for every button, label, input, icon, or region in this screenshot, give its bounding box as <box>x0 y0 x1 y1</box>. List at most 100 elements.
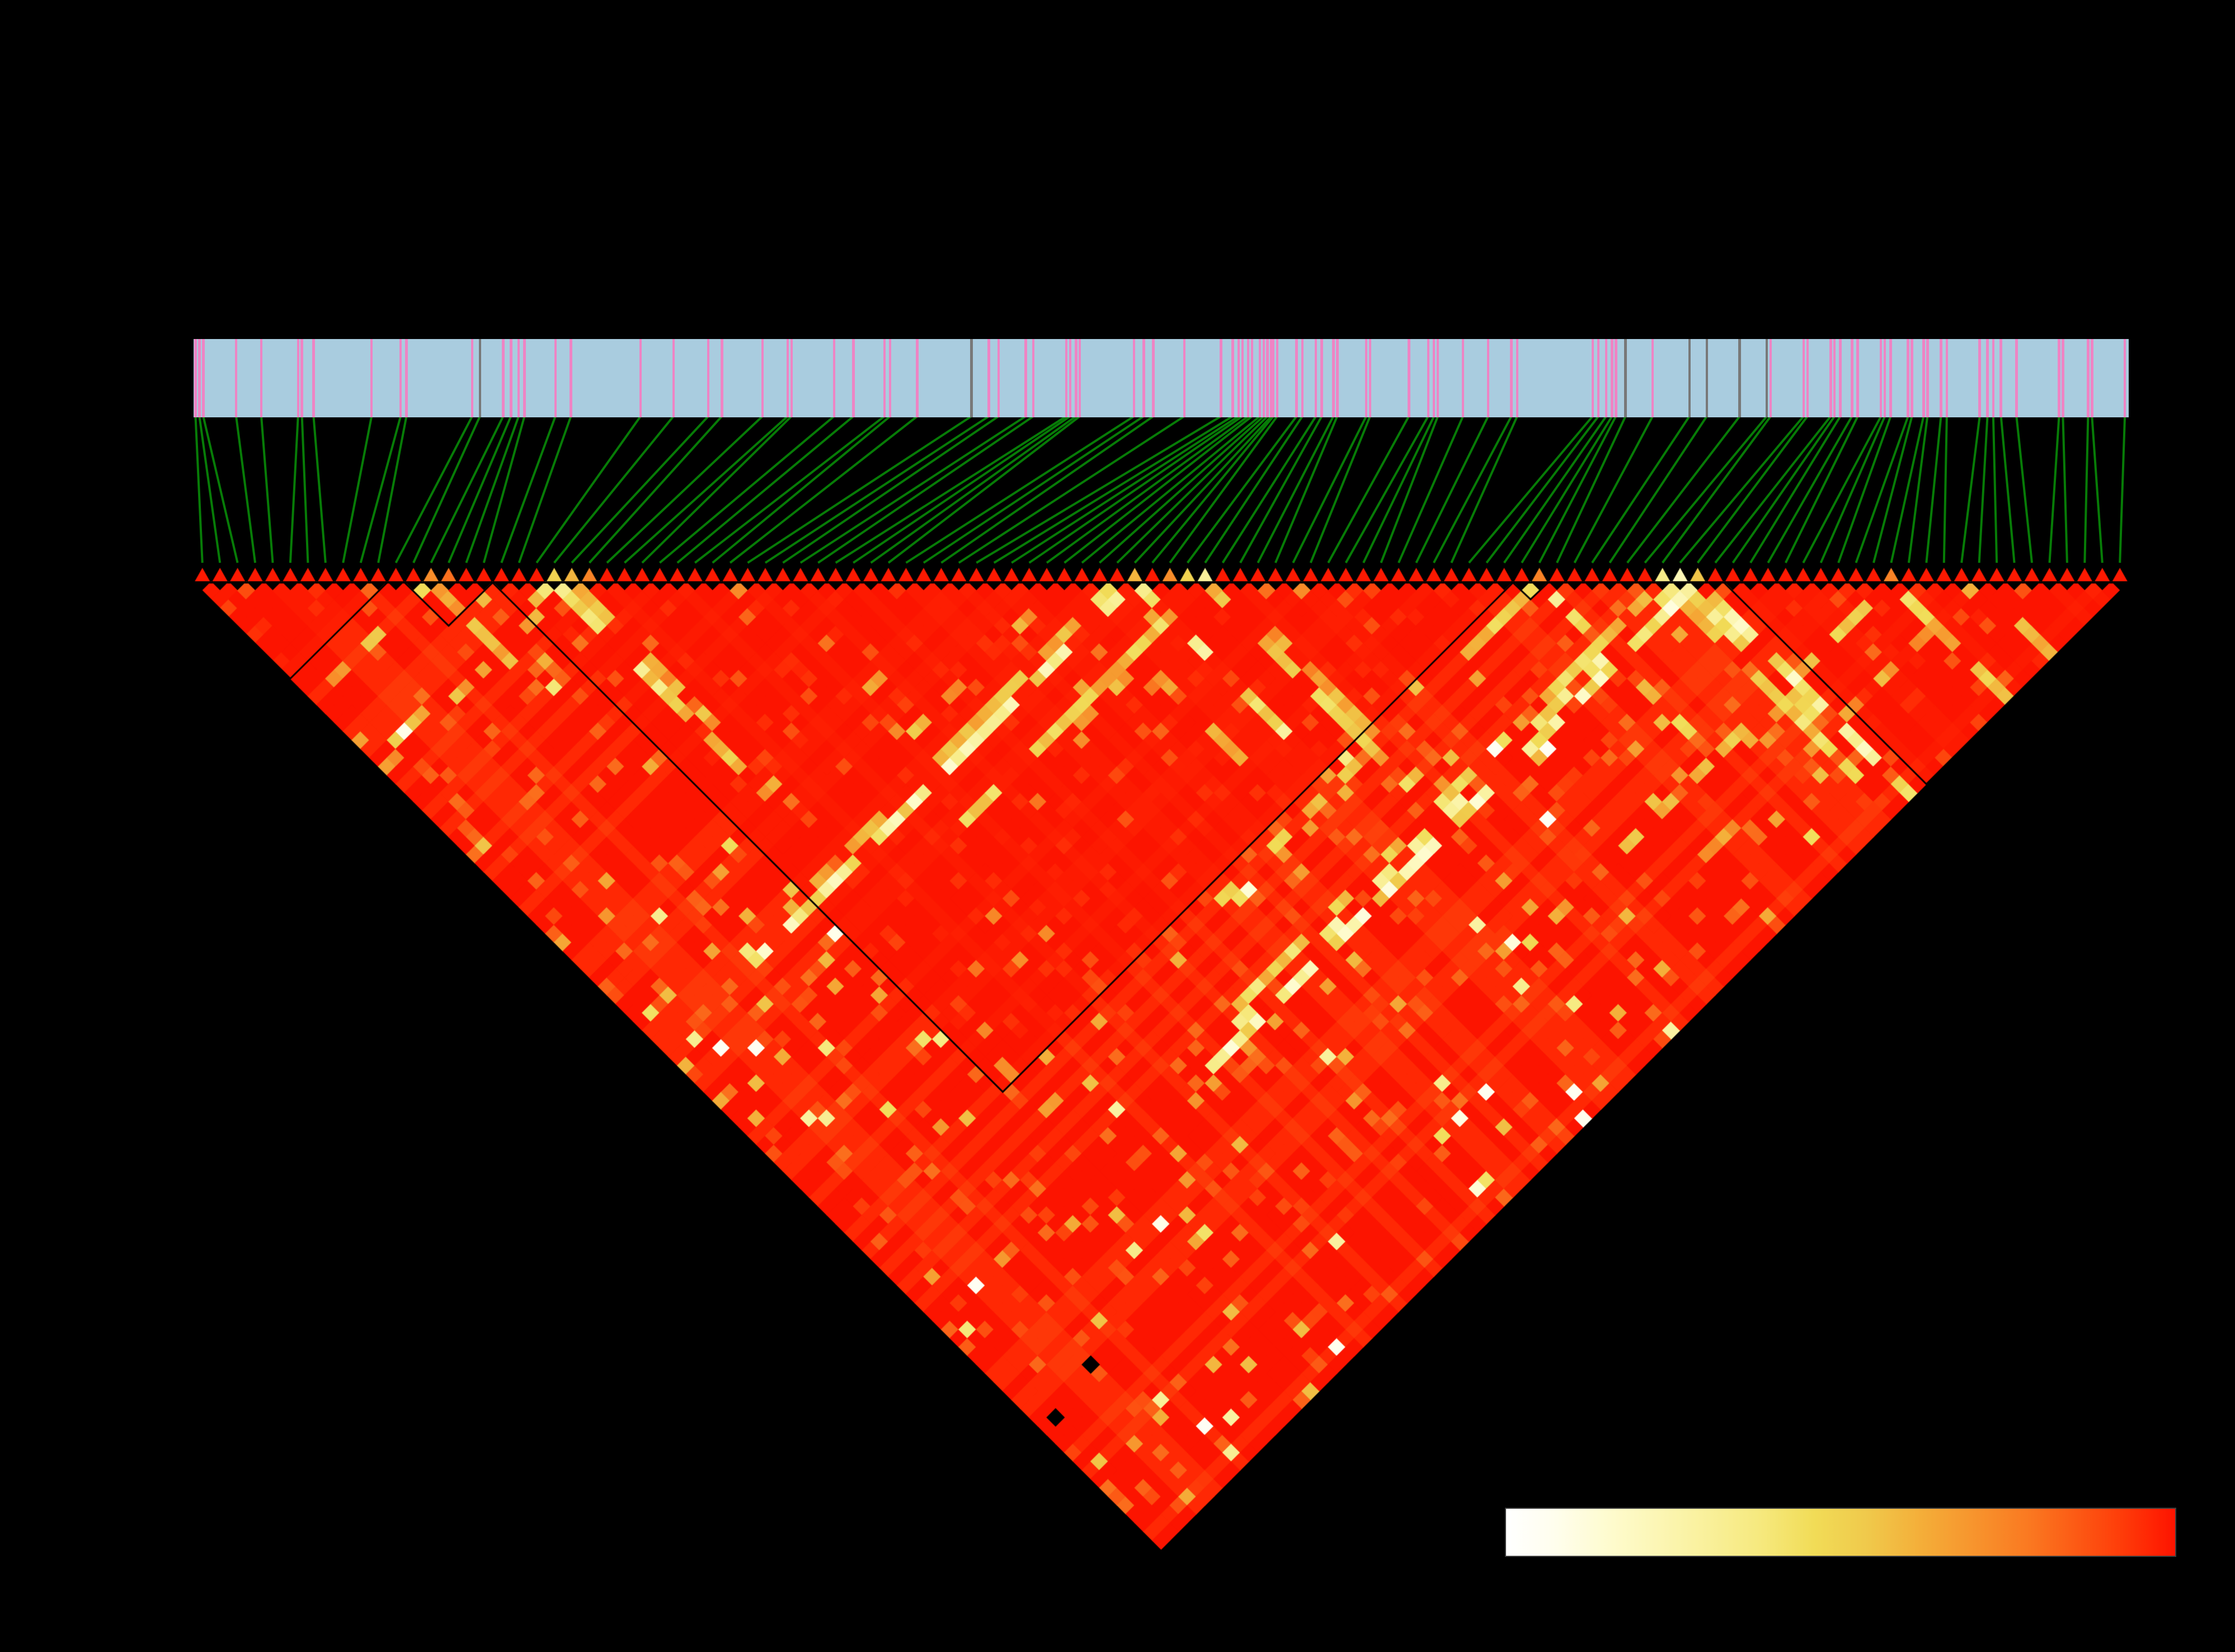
connector-line <box>1274 416 1339 563</box>
snp-position-tick <box>1272 339 1275 417</box>
snp-position-tick <box>1605 339 1608 417</box>
snp-position-tick <box>1408 339 1410 417</box>
connector-line <box>2048 416 2060 563</box>
connector-line <box>853 415 1071 564</box>
snp-position-tick <box>234 339 238 417</box>
snp-position-tick <box>1258 339 1262 417</box>
snp-position-tick <box>260 339 263 417</box>
connector-line <box>1679 415 1805 564</box>
snp-position-tick <box>1856 339 1859 417</box>
connector-line <box>1608 415 1708 564</box>
connector-line <box>1591 415 1691 564</box>
connector-line <box>235 416 257 563</box>
connector-line <box>2091 416 2104 563</box>
snp-position-tick <box>1295 339 1298 417</box>
snp-position-tick <box>300 339 303 417</box>
connector-line <box>194 416 204 563</box>
snp-position-tick <box>1879 339 1883 417</box>
snp-position-tick <box>1889 339 1892 417</box>
connector-line <box>1802 416 1883 563</box>
connector-line <box>764 415 990 564</box>
connector-line <box>1731 415 1836 564</box>
connector-line <box>993 415 1234 564</box>
snp-position-tick <box>523 339 526 417</box>
snp-position-tick <box>1651 339 1654 417</box>
connector-line <box>589 415 723 564</box>
snp-position-tick <box>1183 339 1186 417</box>
snp-position-tick <box>1769 339 1772 417</box>
snp-position-tick <box>399 339 402 417</box>
connector-line <box>1644 415 1768 564</box>
snp-position-tick <box>2015 339 2018 417</box>
ld-color-scale <box>1505 1508 2176 1557</box>
connector-line <box>940 415 1154 564</box>
snp-position-tick <box>1246 339 1250 417</box>
snp-position-tick <box>1883 339 1886 417</box>
connector-line <box>923 415 1145 564</box>
snp-position-tick <box>1266 339 1269 417</box>
connector-line <box>782 415 1000 564</box>
connector-line <box>1292 416 1367 563</box>
connector-line <box>1187 415 1298 564</box>
connector-line <box>1099 415 1265 564</box>
snp-position-tick <box>502 339 505 417</box>
connector-line <box>2119 416 2126 563</box>
connector-line <box>1116 415 1269 564</box>
snp-position-tick <box>1940 339 1942 417</box>
connector-line <box>1925 416 1942 563</box>
snp-position-tick <box>1911 339 1913 417</box>
connector-line <box>300 416 309 563</box>
connector-line <box>500 416 557 563</box>
snp-position-tick <box>1241 339 1244 417</box>
connector-line <box>624 415 789 564</box>
connector-line <box>448 416 512 563</box>
snp-position-tick <box>916 339 919 417</box>
connector-line <box>312 416 327 563</box>
connector-line <box>2015 416 2033 563</box>
connector-line <box>1468 415 1594 564</box>
snp-position-tick <box>888 339 892 417</box>
snp-position-tick <box>1802 339 1805 417</box>
connector-line <box>1046 415 1249 564</box>
connector-line <box>482 416 526 563</box>
snp-position-tick <box>761 339 764 417</box>
connector-line <box>1999 416 2016 563</box>
snp-position-tick <box>554 339 557 417</box>
connector-line <box>1855 416 1909 563</box>
connector-line <box>1992 416 1998 563</box>
connector-line <box>976 415 1222 564</box>
connector-line <box>1081 415 1261 564</box>
genomic-position-bar <box>194 339 2129 417</box>
connector-line <box>641 415 793 564</box>
snp-position-tick <box>1839 339 1842 417</box>
connector-line <box>1133 415 1273 564</box>
connector-line <box>799 415 1027 564</box>
connector-line <box>1714 415 1832 564</box>
connector-line <box>517 416 572 563</box>
snp-position-tick-gray <box>1705 339 1709 417</box>
snp-position-tick <box>1978 339 1981 417</box>
connector-line <box>1344 416 1429 563</box>
snp-position-tick <box>1075 339 1077 417</box>
connector-line <box>1011 415 1239 564</box>
connector-line <box>260 416 274 563</box>
snp-position-tick <box>1065 339 1068 417</box>
snp-position-tick <box>1069 339 1072 417</box>
snp-position-tick <box>987 339 990 417</box>
connector-line <box>1204 415 1304 564</box>
connector-line <box>1028 415 1243 564</box>
connector-line <box>1151 415 1274 564</box>
connector-line <box>1942 416 1948 563</box>
snp-position-tick <box>1078 339 1081 417</box>
snp-position-tick <box>1231 339 1234 417</box>
snp-position-tick <box>1486 339 1490 417</box>
connector-line <box>1450 416 1518 563</box>
snp-position-tick <box>1516 339 1519 417</box>
snp-position-tick <box>517 339 520 417</box>
connector-line <box>1626 415 1741 564</box>
snp-position-tick <box>1301 339 1304 417</box>
snp-position-tick <box>790 339 793 417</box>
snp-position-tick <box>1611 339 1613 417</box>
snp-position-tick <box>1999 339 2002 417</box>
